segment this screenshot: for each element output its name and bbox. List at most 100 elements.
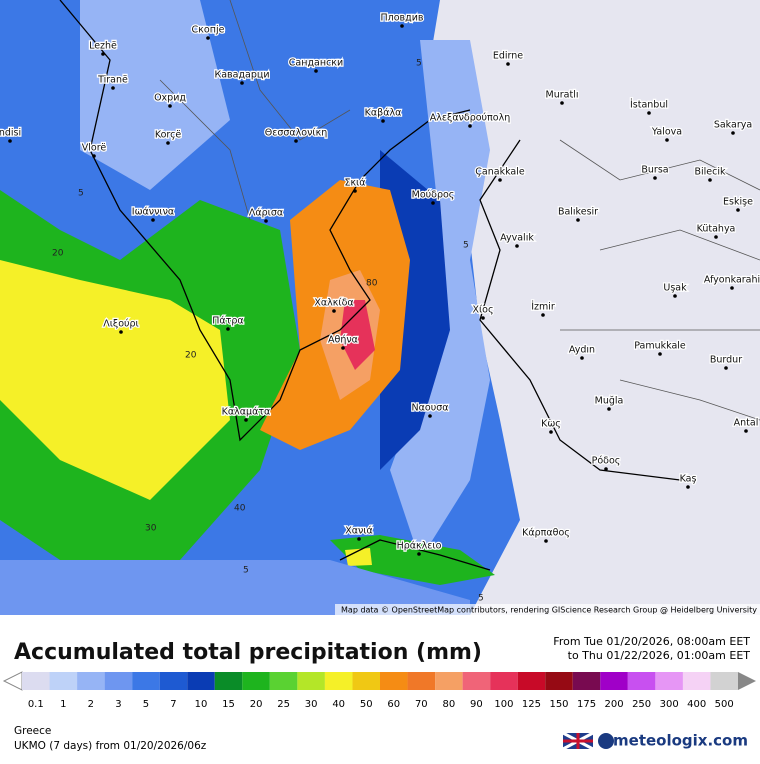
- place-label: Χίος: [472, 305, 493, 316]
- period-to: to Thu 01/22/2026, 01:00am EET: [568, 649, 751, 662]
- place-dot: [244, 418, 248, 422]
- place-label: Kütahya: [697, 224, 736, 235]
- legend-label: 0.1: [28, 699, 44, 710]
- place-dot: [400, 24, 404, 28]
- place-dot: [417, 552, 421, 556]
- legend-label: 10: [195, 699, 208, 710]
- place-label: Μούδρος: [412, 190, 455, 201]
- place-dot: [332, 309, 336, 313]
- place-dot: [240, 81, 244, 85]
- legend-swatch: [627, 672, 656, 690]
- brand[interactable]: meteologix.com: [613, 732, 748, 750]
- place-label: Θεσσαλονίκη: [265, 128, 328, 139]
- title: Accumulated total precipitation (mm): [14, 640, 482, 665]
- legend-label: 25: [277, 699, 290, 710]
- legend-label: 500: [715, 699, 734, 710]
- legend-swatch: [104, 672, 133, 690]
- place-label: Αλεξανδρούπολη: [430, 113, 510, 124]
- legend-swatch: [352, 672, 380, 690]
- legend-arrow-right: [738, 672, 756, 690]
- place-label: Καλαμάτα: [222, 407, 271, 418]
- place-dot: [381, 119, 385, 123]
- legend-swatch: [710, 672, 738, 690]
- place-label: ndisi: [0, 128, 21, 139]
- place-dot: [576, 218, 580, 222]
- place-dot: [673, 294, 677, 298]
- place-label: Balıkesir: [558, 207, 598, 218]
- place-label: Ιωάννινα: [132, 207, 174, 218]
- legend-label: 250: [632, 699, 651, 710]
- region: Greece: [14, 725, 51, 737]
- contour-label: 5: [416, 59, 422, 69]
- legend-swatch: [490, 672, 518, 690]
- place-dot: [119, 330, 123, 334]
- place-label: İzmir: [531, 302, 555, 313]
- legend-swatch: [77, 672, 105, 690]
- place-label: Kaş: [680, 474, 697, 485]
- place-dot: [294, 139, 298, 143]
- place-dot: [206, 36, 210, 40]
- place-label: Eskişe: [723, 197, 753, 208]
- legend-swatch: [435, 672, 463, 690]
- place-label: Bilecik: [694, 167, 726, 178]
- legend-label: 20: [250, 699, 263, 710]
- place-dot: [168, 104, 172, 108]
- legend-swatch: [600, 672, 628, 690]
- place-dot: [353, 189, 357, 193]
- place-label: Ρόδος: [592, 456, 621, 467]
- place-label: Καβάλα: [365, 108, 402, 119]
- legend-label: 100: [494, 699, 513, 710]
- place-label: Охрид: [154, 93, 186, 104]
- place-dot: [736, 208, 740, 212]
- legend-label: 200: [605, 699, 624, 710]
- place-label: Bursa: [641, 165, 668, 176]
- legend-swatch: [242, 672, 270, 690]
- contour-label: 5: [478, 594, 484, 604]
- place-dot: [226, 327, 230, 331]
- place-label: Muratlı: [546, 90, 579, 101]
- place-dot: [731, 131, 735, 135]
- period-from: From Tue 01/20/2026, 08:00am EET: [553, 635, 750, 648]
- legend-swatch: [324, 672, 353, 690]
- place-label: Αθήνα: [328, 335, 358, 346]
- legend-label: 175: [577, 699, 596, 710]
- place-dot: [653, 176, 657, 180]
- place-dot: [314, 69, 318, 73]
- place-label: Σκιά: [344, 178, 365, 189]
- place-dot: [647, 111, 651, 115]
- place-dot: [357, 537, 361, 541]
- legend-swatch: [159, 672, 188, 690]
- model: UKMO (7 days) from 01/20/2026/06z: [14, 740, 207, 752]
- place-label: Λιξούρι: [103, 319, 139, 330]
- place-label: Ayvalık: [500, 233, 534, 244]
- place-label: Edirne: [493, 51, 523, 62]
- place-dot: [151, 218, 155, 222]
- place-dot: [665, 138, 669, 142]
- place-label: Antal: [734, 418, 759, 429]
- place-label: Sakarya: [714, 120, 752, 131]
- place-dot: [468, 124, 472, 128]
- place-label: Tiranë: [97, 75, 128, 86]
- legend-label: 40: [332, 699, 345, 710]
- legend-label: 80: [442, 699, 455, 710]
- legend-swatch: [214, 672, 243, 690]
- place-label: İstanbul: [630, 100, 668, 111]
- logo: [598, 733, 614, 749]
- legend-swatch: [682, 672, 711, 690]
- legend-label: 5: [143, 699, 149, 710]
- legend-swatch: [269, 672, 298, 690]
- contour-label: 5: [463, 241, 469, 251]
- place-label: Χανιά: [345, 526, 373, 537]
- contour-label: 80: [366, 279, 378, 289]
- place-dot: [714, 235, 718, 239]
- legend-swatch: [132, 672, 160, 690]
- legend-label: 90: [470, 699, 483, 710]
- place-dot: [101, 52, 105, 56]
- place-label: Ναουσα: [412, 403, 449, 414]
- place-label: Burdur: [710, 355, 742, 366]
- legend-label: 150: [549, 699, 568, 710]
- attribution-bg: [335, 604, 760, 615]
- place-dot: [431, 201, 435, 205]
- place-label: Muğla: [595, 396, 624, 407]
